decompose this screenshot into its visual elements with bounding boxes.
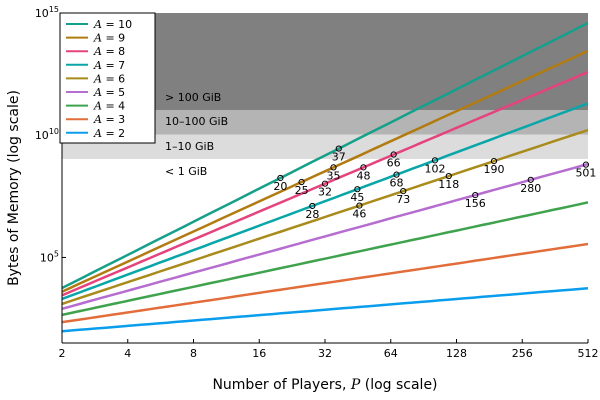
legend-label-2: A = 2 [93,127,125,140]
marker-label-1: 37 [332,151,346,164]
marker-label-7: 28 [305,208,319,221]
band-label-1: 1–10 GiB [165,140,214,153]
legend-label-10: A = 10 [93,18,132,31]
series-line-9 [62,49,588,293]
band-labels: < 1 GiB 1–10 GiB 10–100 GiB > 100 GiB [165,91,228,178]
marker-label-17: 501 [575,167,596,180]
legend-label-6: A = 6 [93,72,125,85]
marker-label-0: 20 [273,180,287,193]
y-tick-label-2: 1015 [35,5,59,20]
marker-label-9: 68 [390,177,404,190]
x-tick-label-8: 512 [578,347,599,360]
x-tick-label-5: 64 [384,347,398,360]
x-tick-label-0: 2 [59,347,66,360]
marker-label-14: 190 [483,163,504,176]
marker-1 [335,145,342,152]
threshold-markers: 20 37 25 35 32 48 66 28 45 68 102 46 73 118 190 156 280 5… [273,145,596,221]
legend-label-7: A = 7 [93,59,125,72]
series-line-5 [62,162,588,311]
series-line-2 [62,286,588,333]
marker-6 [390,151,397,158]
x-tick-label-6: 128 [446,347,467,360]
legend-label-9: A = 9 [93,32,125,45]
marker-3 [330,164,337,171]
x-axis-ticks: 2 4 8 16 32 64 128 256 512 [59,339,599,360]
marker-17 [582,161,590,168]
band-label-0: < 1 GiB [165,165,207,178]
marker-label-6: 66 [387,157,401,170]
marker-5 [360,164,367,171]
marker-12 [400,188,407,195]
x-tick-label-1: 4 [124,347,131,360]
marker-label-16: 280 [520,182,541,195]
legend: A = 10A = 9A = 8A = 7A = 6A = 5A = 4A = … [59,12,156,144]
series-line-10 [62,21,588,290]
x-tick-label-3: 16 [252,347,266,360]
x-tick-label-7: 256 [512,347,533,360]
band-label-3: > 100 GiB [165,91,221,104]
marker-label-10: 102 [424,162,445,175]
series-line-8 [62,70,588,297]
y-axis-title: Bytes of Memory (log scale) [6,90,22,286]
legend-label-3: A = 3 [93,113,125,126]
y-tick-label-1: 1010 [35,127,59,142]
marker-7 [309,202,316,210]
x-tick-label-2: 8 [190,347,197,360]
series-line-7 [62,102,588,301]
marker-label-2: 25 [295,184,309,197]
y-axis-ticks: 105 1010 1015 [35,5,66,264]
marker-16 [527,176,534,183]
marker-0 [277,174,284,182]
marker-label-13: 118 [438,178,459,191]
legend-label-5: A = 5 [93,86,125,99]
marker-10 [431,157,439,164]
marker-14 [490,158,498,165]
marker-9 [393,171,400,178]
marker-13 [445,172,452,180]
x-tick-label-4: 32 [318,347,332,360]
legend-label-8: A = 8 [93,45,125,58]
series-lines [62,21,588,333]
marker-label-8: 45 [350,191,364,204]
marker-label-11: 46 [352,208,366,221]
marker-4 [321,180,329,187]
x-axis-title: Number of Players, P (log scale) [212,377,437,393]
marker-2 [298,178,305,186]
legend-label-4: A = 4 [93,100,125,113]
series-line-4 [62,201,588,317]
marker-label-15: 156 [465,197,486,210]
marker-11 [356,202,363,209]
y-tick-label-0: 105 [40,249,59,264]
band-label-2: 10–100 GiB [165,115,228,128]
marker-label-5: 48 [356,169,370,182]
marker-label-4: 32 [318,186,332,199]
series-line-3 [62,242,588,324]
series-line-6 [62,128,588,306]
marker-15 [472,191,479,199]
marker-8 [354,186,361,193]
marker-label-3: 35 [327,169,341,182]
marker-label-12: 73 [396,193,410,206]
